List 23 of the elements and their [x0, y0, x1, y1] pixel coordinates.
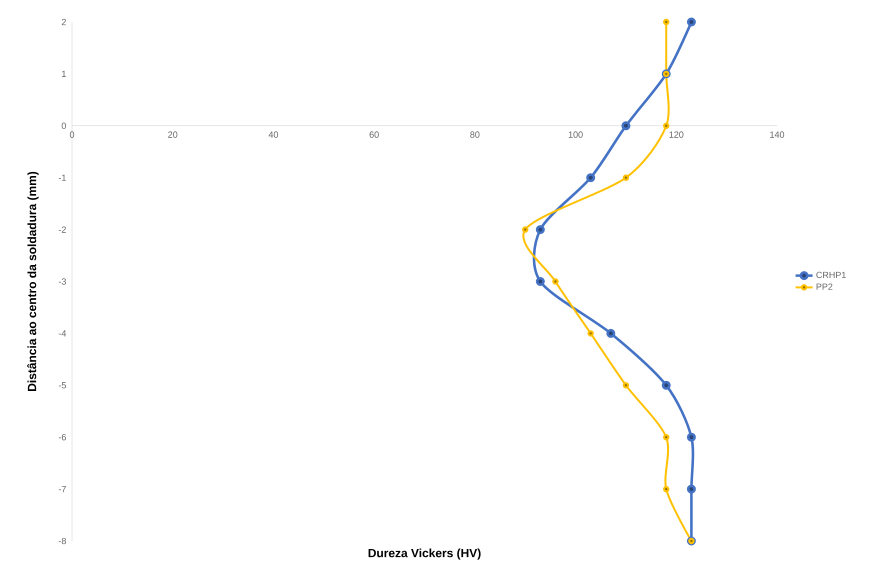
legend-label: PP2	[816, 283, 832, 290]
y-tick-label: 1	[62, 70, 66, 77]
x-tick-label: 20	[168, 131, 178, 138]
y-tick-label: -4	[58, 330, 66, 336]
x-tick-label: 140	[770, 131, 784, 138]
y-tick-label: -6	[58, 434, 66, 440]
y-tick-label: -7	[58, 486, 66, 492]
x-tick-label: 60	[370, 131, 379, 138]
y-tick-label: -1	[58, 174, 66, 181]
y-tick-label: -2	[58, 226, 66, 233]
x-tick-label: 100	[568, 131, 583, 138]
x-tick-label: 120	[670, 131, 684, 138]
y-tick-label: -3	[58, 278, 66, 285]
y-tick-label: -5	[58, 382, 66, 388]
y-tick-label: 0	[62, 122, 66, 129]
legend-label: CRHP1	[816, 272, 846, 278]
y-axis-title: Distância ao centro da soldadura (mm)	[27, 172, 39, 391]
x-tick-label: 40	[268, 131, 278, 138]
x-axis-title: Dureza Vickers (HV)	[368, 548, 481, 560]
y-tick-label: -8	[58, 538, 66, 544]
x-tick-label: 0	[70, 131, 74, 138]
x-tick-label: 80	[470, 131, 480, 138]
y-tick-label: 2	[62, 18, 66, 26]
